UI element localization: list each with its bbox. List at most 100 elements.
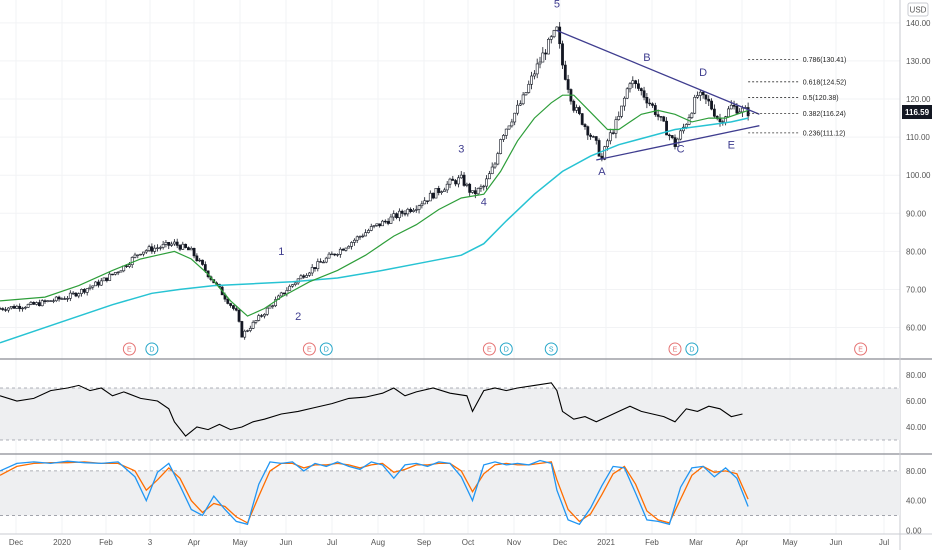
candle [414,205,418,213]
candle-body [355,236,359,241]
candle-body [203,264,207,272]
time-tick-label: Apr [736,538,749,547]
candle-body [105,277,109,281]
candle [468,182,472,197]
candle [645,93,649,109]
candle [232,304,235,311]
candle-body [153,247,157,252]
candle [516,100,519,116]
candle-body [386,221,390,224]
candle-body [482,185,486,188]
candle [434,188,438,199]
candle-body [625,88,629,99]
candle-body [130,257,134,266]
candle [473,187,477,199]
candle [746,102,750,121]
candle-body [544,52,548,55]
candle-body [628,83,632,90]
time-tick-label: Dec [553,538,567,547]
candle [712,104,716,118]
candle [94,281,98,287]
candle-body [324,257,328,263]
candle [40,299,44,307]
candle [732,100,736,110]
candle-body [499,139,503,154]
candle [625,87,629,100]
candle-body [305,275,308,278]
candle-body [63,298,67,300]
candle [378,223,382,228]
candle-body [369,226,373,231]
candle-body [417,205,421,210]
event-marker-dividend: D [499,342,513,356]
candle [80,288,83,297]
candle [248,325,252,333]
candle [558,22,562,49]
event-circle [482,342,496,356]
candle [32,301,36,305]
candle-body [338,248,342,255]
candle-body [665,120,668,136]
price-tick-label: 140.00 [906,19,931,28]
candle-body [423,200,427,205]
candle-body [336,254,339,256]
candle-body [732,104,736,107]
candle-body [49,300,53,302]
candle-body [161,244,165,248]
candle [12,304,16,309]
event-marker-earnings: E [668,342,682,356]
pattern-drawings[interactable]: 1 2 3 4 5 A B C D E [278,0,760,323]
candle-body [248,327,252,331]
candle [74,292,78,298]
candle [279,291,283,297]
candle [696,91,699,99]
candle-body [29,302,33,305]
candle-body [102,277,106,282]
candle-body [375,223,379,226]
candle-body [414,209,418,211]
candle [527,80,531,94]
candle-body [603,146,607,160]
candle [333,253,337,257]
candle [170,241,173,247]
event-label: E [307,347,312,354]
candle [189,246,193,251]
candle-body [648,102,652,105]
event-label: D [504,347,509,354]
candle [628,82,632,93]
candle [575,104,578,114]
candle-body [352,239,356,243]
candle-body [516,104,519,114]
candle [563,60,567,81]
candle-body [175,241,179,246]
candle [282,292,286,295]
candle [111,273,114,276]
candle-body [341,248,345,251]
candle-body [198,259,202,262]
candle [187,246,190,251]
fibonacci-levels[interactable]: 0.786(130.41) 0.618(124.52) 0.5(120.38) 0.3… [748,57,846,137]
time-tick-label: Jul [879,538,889,547]
candle-body [319,261,323,263]
candle [198,258,202,263]
candle-body [504,128,508,136]
rsi-tick-label: 80.00 [906,371,927,380]
candle-body [260,315,263,317]
candle [510,118,514,128]
candle-body [257,315,261,321]
candle-body [577,107,581,114]
candle [240,320,244,338]
event-marker-earnings: E [122,342,136,356]
candle-body [94,281,98,287]
candle-body [575,107,578,111]
candle [631,76,635,88]
price-tick-label: 80.00 [906,247,927,256]
wave-label-1: 1 [278,246,284,258]
candle-body [302,275,306,278]
event-circle [854,342,868,356]
candle [465,182,469,188]
candle-body [684,124,688,128]
candle [57,295,61,302]
